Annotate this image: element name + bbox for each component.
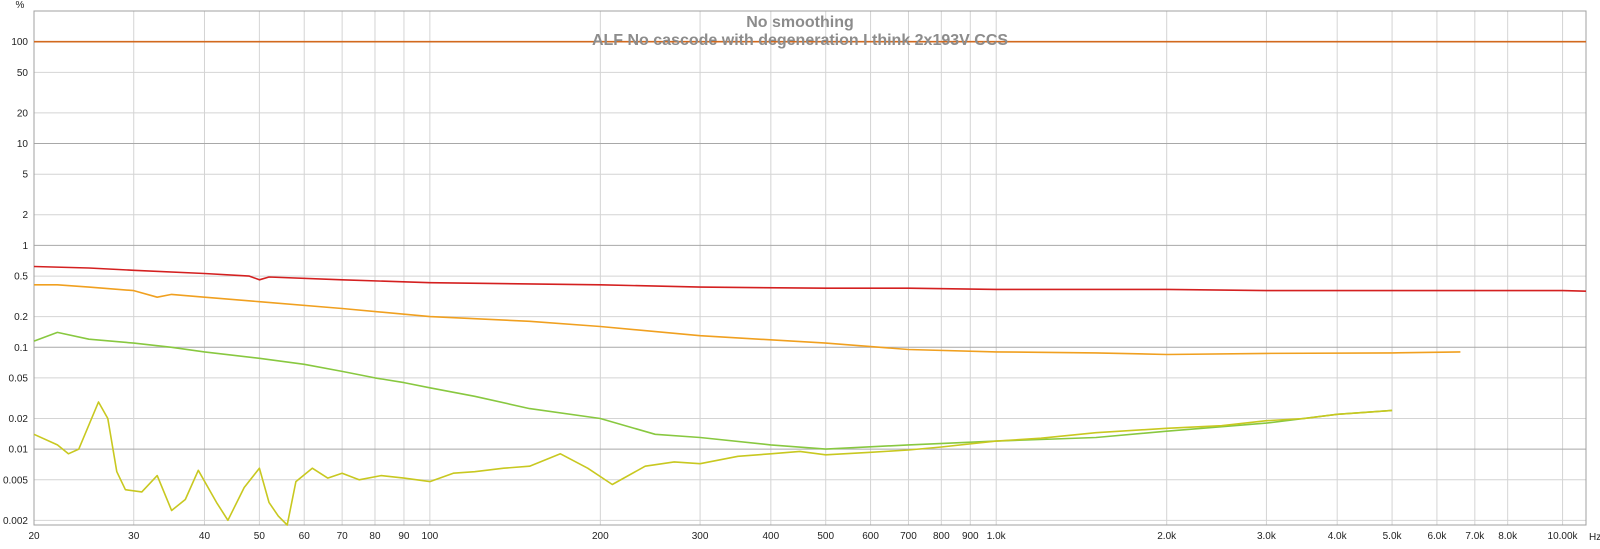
x-tick-label: 80 <box>369 531 381 542</box>
x-tick-label: 1.0k <box>987 531 1007 542</box>
x-tick-label: 3.0k <box>1257 531 1277 542</box>
x-tick-label: 400 <box>762 531 779 542</box>
x-tick-label: 40 <box>199 531 211 542</box>
y-tick-label: 0.02 <box>9 414 29 425</box>
chart-title: No smoothing <box>746 14 854 31</box>
x-tick-label: 700 <box>900 531 917 542</box>
y-tick-label: 0.1 <box>14 343 28 354</box>
y-tick-label: 0.05 <box>9 373 29 384</box>
x-tick-label: 30 <box>128 531 140 542</box>
x-tick-label: 900 <box>962 531 979 542</box>
x-tick-label: 10.00k <box>1548 531 1579 542</box>
series-layer <box>33 40 1587 526</box>
y-tick-label: 5 <box>22 170 28 181</box>
x-unit-label: Hz <box>1589 532 1600 543</box>
y-tick-label: 2 <box>22 210 28 221</box>
x-tick-label: 2.0k <box>1157 531 1177 542</box>
y-tick-label: 1 <box>22 241 28 252</box>
chart-subtitle: ALF No cascode with degeneration I think… <box>592 32 1008 49</box>
x-tick-label: 300 <box>692 531 709 542</box>
x-tick-label: 60 <box>299 531 311 542</box>
y-tick-label: 0.5 <box>14 272 28 283</box>
y-tick-label: 0.01 <box>9 445 29 456</box>
y-tick-label: 10 <box>17 139 29 150</box>
series-line-3 <box>33 331 1393 450</box>
y-tick-label: 100 <box>11 37 28 48</box>
x-tick-label: 800 <box>933 531 950 542</box>
x-tick-label: 20 <box>28 531 40 542</box>
y-tick-label: 0.2 <box>14 312 28 323</box>
x-tick-label: 200 <box>592 531 609 542</box>
x-tick-label: 6.0k <box>1427 531 1447 542</box>
x-tick-label: 100 <box>422 531 439 542</box>
series-line-1 <box>33 265 1587 292</box>
x-tick-label: 50 <box>254 531 266 542</box>
grid-layer <box>33 11 1586 525</box>
plot-frame <box>33 10 1587 526</box>
y-tick-label: 0.002 <box>3 516 28 527</box>
x-tick-label: 600 <box>862 531 879 542</box>
x-tick-label: 90 <box>398 531 410 542</box>
y-unit-label: % <box>16 0 25 11</box>
tick-labels: 20 30 40 50 60 70 80 90 100 200 300 400 500 600 700 800… <box>3 37 1579 542</box>
x-tick-label: 5.0k <box>1383 531 1403 542</box>
x-tick-label: 8.0k <box>1498 531 1518 542</box>
x-tick-label: 7.0k <box>1465 531 1485 542</box>
series-line-2 <box>34 283 1461 356</box>
y-tick-label: 50 <box>17 68 29 79</box>
x-tick-label: 70 <box>337 531 349 542</box>
x-tick-label: 500 <box>817 531 834 542</box>
y-tick-label: 0.005 <box>3 475 28 486</box>
y-tick-label: 20 <box>17 108 29 119</box>
series-line-4 <box>33 401 1393 526</box>
x-tick-label: 4.0k <box>1328 531 1348 542</box>
